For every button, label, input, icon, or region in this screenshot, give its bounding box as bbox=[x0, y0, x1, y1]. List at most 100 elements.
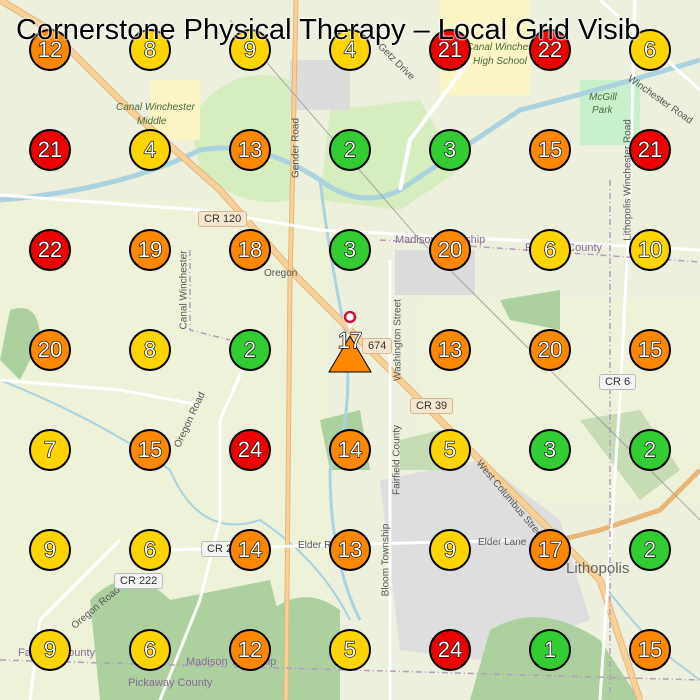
road-shield: CR 120 bbox=[198, 211, 248, 227]
rank-value: 20 bbox=[537, 337, 563, 362]
rank-value: 9 bbox=[243, 37, 257, 62]
grid-rank-marker[interactable]: 3 bbox=[429, 129, 471, 171]
road-shield: CR 39 bbox=[410, 398, 454, 414]
rank-value: 17 bbox=[537, 537, 563, 562]
rank-value: 4 bbox=[343, 37, 357, 62]
rank-value: 18 bbox=[237, 237, 263, 262]
grid-rank-marker[interactable]: 6 bbox=[129, 629, 171, 671]
street-label: Gender Road bbox=[290, 117, 302, 179]
map-label: Elder Road bbox=[298, 540, 349, 551]
grid-rank-marker[interactable]: 14 bbox=[229, 529, 271, 571]
grid-rank-marker[interactable]: 9 bbox=[429, 529, 471, 571]
grid-rank-marker[interactable]: 6 bbox=[529, 229, 571, 271]
grid-rank-marker[interactable]: 20 bbox=[429, 229, 471, 271]
grid-rank-marker[interactable]: 13 bbox=[229, 129, 271, 171]
grid-rank-marker[interactable]: 21 bbox=[29, 129, 71, 171]
grid-rank-marker[interactable]: 21 bbox=[429, 29, 471, 71]
grid-rank-marker[interactable]: 3 bbox=[329, 229, 371, 271]
rank-value: 3 bbox=[443, 137, 457, 162]
grid-rank-marker[interactable]: 19 bbox=[129, 229, 171, 271]
grid-rank-marker[interactable]: 2 bbox=[329, 129, 371, 171]
grid-rank-marker[interactable]: 24 bbox=[229, 429, 271, 471]
rank-value: 15 bbox=[137, 437, 163, 462]
grid-rank-marker[interactable]: 12 bbox=[229, 629, 271, 671]
grid-rank-marker[interactable]: 22 bbox=[529, 29, 571, 71]
grid-rank-marker[interactable]: 9 bbox=[229, 29, 271, 71]
map-label: Elder Lane bbox=[478, 537, 527, 548]
grid-rank-marker[interactable]: 2 bbox=[629, 529, 671, 571]
grid-rank-marker[interactable]: 24 bbox=[429, 629, 471, 671]
rank-value: 15 bbox=[537, 137, 563, 162]
street-label: Washington Street bbox=[392, 299, 404, 381]
grid-rank-marker[interactable]: 8 bbox=[129, 329, 171, 371]
map-label: High School bbox=[473, 56, 527, 67]
grid-rank-marker[interactable]: 21 bbox=[629, 129, 671, 171]
grid-rank-marker[interactable]: 13 bbox=[429, 329, 471, 371]
map-label: Oregon bbox=[264, 268, 298, 279]
grid-rank-marker[interactable]: 13 bbox=[329, 529, 371, 571]
rank-value: 6 bbox=[543, 237, 557, 262]
rank-value: 10 bbox=[637, 237, 663, 262]
rank-value: 14 bbox=[337, 437, 363, 462]
rank-value: 1 bbox=[543, 637, 557, 662]
rank-value: 3 bbox=[543, 437, 557, 462]
rank-value: 9 bbox=[43, 637, 57, 662]
grid-rank-marker[interactable]: 20 bbox=[529, 329, 571, 371]
grid-rank-marker[interactable]: 17 bbox=[529, 529, 571, 571]
grid-rank-marker[interactable]: 15 bbox=[129, 429, 171, 471]
rank-value: 24 bbox=[437, 637, 463, 662]
rank-value: 2 bbox=[243, 337, 257, 362]
rank-value: 5 bbox=[443, 437, 457, 462]
rank-value: 22 bbox=[37, 237, 63, 262]
grid-rank-marker[interactable]: 18 bbox=[229, 229, 271, 271]
grid-rank-marker[interactable]: 5 bbox=[429, 429, 471, 471]
grid-rank-marker[interactable]: 15 bbox=[629, 329, 671, 371]
rank-value: 15 bbox=[637, 637, 663, 662]
rank-value: 2 bbox=[643, 437, 657, 462]
rank-value: 9 bbox=[43, 537, 57, 562]
map-label: Pickaway County bbox=[128, 677, 213, 689]
grid-rank-marker[interactable]: 15 bbox=[629, 629, 671, 671]
grid-rank-marker[interactable]: 9 bbox=[29, 529, 71, 571]
grid-rank-marker[interactable]: 22 bbox=[29, 229, 71, 271]
grid-rank-marker[interactable]: 7 bbox=[29, 429, 71, 471]
rank-value: 13 bbox=[337, 537, 363, 562]
grid-rank-marker[interactable]: 6 bbox=[129, 529, 171, 571]
grid-rank-marker[interactable]: 1 bbox=[529, 629, 571, 671]
grid-rank-marker[interactable]: 8 bbox=[129, 29, 171, 71]
rank-value: 7 bbox=[43, 437, 57, 462]
grid-rank-marker[interactable]: 14 bbox=[329, 429, 371, 471]
grid-rank-marker[interactable]: 10 bbox=[629, 229, 671, 271]
grid-rank-marker[interactable]: 9 bbox=[29, 629, 71, 671]
road-shield: CR 6 bbox=[599, 374, 637, 390]
street-label: Canal Winchester bbox=[178, 250, 190, 330]
grid-rank-marker[interactable]: 2 bbox=[229, 329, 271, 371]
street-label: Bloom Township bbox=[380, 523, 392, 597]
grid-rank-marker[interactable]: 4 bbox=[129, 129, 171, 171]
grid-rank-marker[interactable]: 15 bbox=[529, 129, 571, 171]
map-label: McGill bbox=[589, 92, 617, 103]
grid-rank-marker[interactable]: 3 bbox=[529, 429, 571, 471]
rank-value: 14 bbox=[237, 537, 263, 562]
map-label: Canal Winchester bbox=[116, 102, 195, 113]
grid-rank-marker[interactable]: 4 bbox=[329, 29, 371, 71]
rank-value: 19 bbox=[137, 237, 163, 262]
grid-rank-marker[interactable]: 5 bbox=[329, 629, 371, 671]
road-shield: CR 222 bbox=[114, 573, 164, 589]
rank-value: 22 bbox=[537, 37, 563, 62]
rank-value: 2 bbox=[343, 137, 357, 162]
grid-rank-marker[interactable]: 6 bbox=[629, 29, 671, 71]
grid-rank-marker[interactable]: 12 bbox=[29, 29, 71, 71]
grid-rank-marker[interactable]: 20 bbox=[29, 329, 71, 371]
grid-rank-marker[interactable]: 2 bbox=[629, 429, 671, 471]
rank-value: 3 bbox=[343, 237, 357, 262]
rank-value: 15 bbox=[637, 337, 663, 362]
rank-value: 21 bbox=[437, 37, 463, 62]
road-shield: 674 bbox=[362, 338, 393, 354]
map-label: Middle bbox=[137, 116, 167, 127]
rank-value: 4 bbox=[143, 137, 157, 162]
street-label: Fairfield County bbox=[391, 424, 403, 496]
rank-value: 20 bbox=[37, 337, 63, 362]
business-location-marker[interactable]: 17 bbox=[327, 327, 373, 378]
